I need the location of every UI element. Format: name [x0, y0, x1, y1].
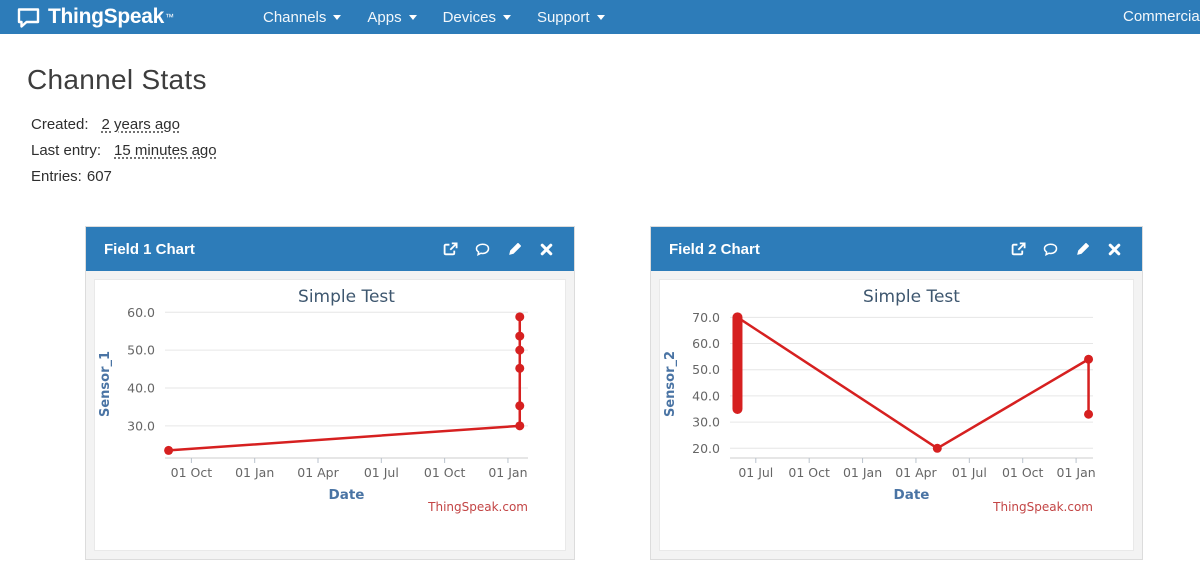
- panel-actions: [1011, 241, 1122, 257]
- chart-frame: 30.0 40.0 50.0 60.0 01 Oct 01 Jan 01 Apr 01 Jul…: [94, 279, 566, 551]
- top-navbar: ThingSpeak ™ Channels Apps Devices Suppo…: [0, 0, 1200, 34]
- nav-item-label: Support: [536, 8, 590, 26]
- svg-text:01 Jul: 01 Jul: [364, 465, 399, 480]
- external-link-icon[interactable]: [1011, 241, 1026, 257]
- svg-text:01 Jan: 01 Jan: [1057, 465, 1096, 480]
- svg-text:ThingSpeak.com: ThingSpeak.com: [992, 500, 1093, 514]
- stat-last-entry: Last entry: 15 minutes ago: [31, 138, 1200, 164]
- svg-text:01 Jan: 01 Jan: [235, 465, 274, 480]
- nav-item-commercial[interactable]: Commercial: [1123, 8, 1200, 25]
- field-1-chart: 30.0 40.0 50.0 60.0 01 Oct 01 Jan 01 Apr 01 Jul…: [98, 287, 528, 514]
- svg-text:01 Jul: 01 Jul: [738, 465, 773, 480]
- stat-value-created: 2 years ago: [101, 116, 180, 133]
- caret-down-icon: [333, 14, 342, 20]
- external-link-icon[interactable]: [443, 241, 458, 257]
- field-1-chart-panel: Field 1 Chart 30.0 40.0 50.0 60.0 01 Oct 01 J…: [85, 226, 575, 560]
- svg-text:01 Jan: 01 Jan: [843, 465, 882, 480]
- svg-text:50.0: 50.0: [127, 343, 155, 358]
- svg-text:01 Oct: 01 Oct: [171, 465, 213, 480]
- svg-text:Date: Date: [894, 487, 930, 503]
- thingspeak-logo-icon: [16, 7, 48, 28]
- close-icon[interactable]: [1107, 242, 1122, 257]
- svg-text:01 Oct: 01 Oct: [1002, 465, 1044, 480]
- svg-text:Simple Test: Simple Test: [863, 287, 960, 307]
- edit-pencil-icon[interactable]: [507, 242, 522, 257]
- brand-name: ThingSpeak: [48, 5, 165, 28]
- svg-text:30.0: 30.0: [692, 415, 720, 430]
- page-title: Channel Stats: [27, 64, 207, 95]
- nav-item-label: Channels: [263, 8, 327, 26]
- thingspeak-brand[interactable]: ThingSpeak ™: [16, 0, 174, 34]
- svg-text:60.0: 60.0: [692, 336, 720, 351]
- stat-entries: Entries: 607: [31, 164, 1200, 190]
- nav-item-label: Devices: [442, 8, 496, 26]
- stat-created: Created: 2 years ago: [31, 112, 1200, 138]
- svg-text:Simple Test: Simple Test: [298, 287, 395, 307]
- field-2-panel-header: Field 2 Chart: [651, 227, 1142, 271]
- panel-body: 20.0 30.0 40.0 50.0 60.0 70.0 01 Jul 01 Oct 01 J…: [651, 271, 1142, 559]
- svg-text:70.0: 70.0: [692, 310, 720, 325]
- field-2-chart-panel: Field 2 Chart 20.0 30.0 40.0 50.0 60.0 70.0 01…: [650, 226, 1143, 560]
- caret-down-icon: [596, 14, 605, 20]
- nav-item-channels[interactable]: Channels: [250, 0, 354, 34]
- nav-item-devices[interactable]: Devices: [430, 0, 524, 34]
- svg-text:Sensor_2: Sensor_2: [663, 351, 678, 417]
- field-1-panel-header: Field 1 Chart: [86, 227, 574, 271]
- stat-label: Created:: [31, 116, 89, 133]
- channel-stats-block: Created: 2 years ago Last entry: 15 minute…: [31, 112, 1200, 190]
- panel-title: Field 1 Chart: [104, 240, 195, 258]
- caret-down-icon: [408, 14, 417, 20]
- chart-frame: 20.0 30.0 40.0 50.0 60.0 70.0 01 Jul 01 Oct 01 J…: [659, 279, 1134, 551]
- svg-text:ThingSpeak.com: ThingSpeak.com: [427, 500, 528, 514]
- svg-text:20.0: 20.0: [692, 441, 720, 456]
- nav-item-apps[interactable]: Apps: [354, 0, 429, 34]
- stat-label: Last entry:: [31, 142, 102, 159]
- svg-text:01 Jan: 01 Jan: [488, 465, 527, 480]
- svg-text:60.0: 60.0: [127, 305, 155, 320]
- stat-value-last-entry: 15 minutes ago: [114, 142, 217, 159]
- svg-text:01 Jul: 01 Jul: [952, 465, 987, 480]
- panel-actions: [443, 241, 554, 257]
- caret-down-icon: [502, 14, 511, 20]
- svg-text:01 Apr: 01 Apr: [895, 465, 937, 480]
- nav-item-support[interactable]: Support: [524, 0, 618, 34]
- comment-icon[interactable]: [1043, 242, 1058, 257]
- close-icon[interactable]: [539, 242, 554, 257]
- svg-text:Sensor_1: Sensor_1: [98, 351, 113, 417]
- svg-text:01 Oct: 01 Oct: [788, 465, 830, 480]
- comment-icon[interactable]: [475, 242, 490, 257]
- edit-pencil-icon[interactable]: [1075, 242, 1090, 257]
- svg-text:01 Oct: 01 Oct: [424, 465, 466, 480]
- svg-text:01 Apr: 01 Apr: [297, 465, 339, 480]
- panel-title: Field 2 Chart: [669, 240, 760, 258]
- svg-text:Date: Date: [329, 487, 365, 503]
- nav-item-label: Apps: [367, 8, 402, 26]
- svg-text:50.0: 50.0: [692, 362, 720, 377]
- stat-label: Entries:: [31, 168, 82, 185]
- brand-trademark: ™: [165, 12, 175, 22]
- panel-body: 30.0 40.0 50.0 60.0 01 Oct 01 Jan 01 Apr 01 Jul…: [86, 271, 574, 559]
- field-2-chart: 20.0 30.0 40.0 50.0 60.0 70.0 01 Jul 01 Oct 01 J…: [663, 287, 1096, 514]
- stat-value-entries: 607: [86, 168, 112, 185]
- svg-text:40.0: 40.0: [692, 388, 720, 403]
- svg-text:40.0: 40.0: [127, 380, 155, 395]
- svg-text:30.0: 30.0: [127, 418, 155, 433]
- nav-menu: Channels Apps Devices Support: [250, 0, 618, 34]
